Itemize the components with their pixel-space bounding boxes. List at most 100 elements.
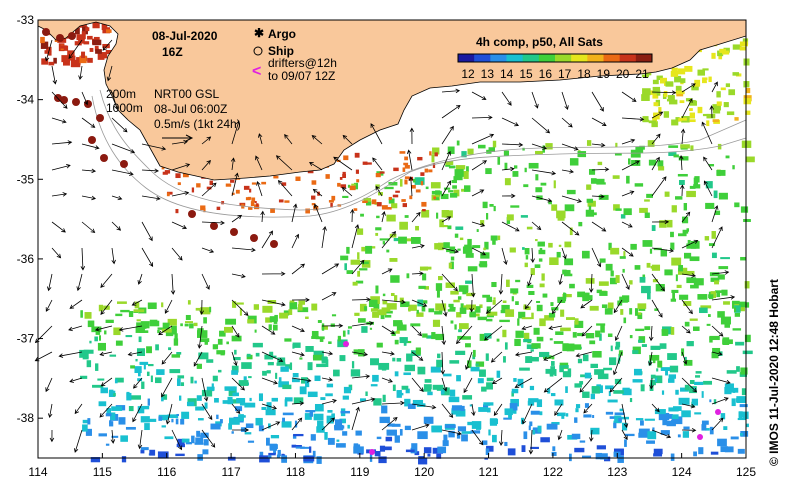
sst-pixel — [717, 438, 727, 447]
sst-pixel — [436, 212, 439, 219]
sst-pixel — [684, 65, 693, 72]
sst-pixel — [420, 172, 425, 176]
sst-pixel — [175, 208, 179, 214]
current-vector — [381, 299, 406, 305]
sst-pixel — [632, 379, 643, 383]
sst-pixel — [431, 426, 434, 431]
sst-pixel — [493, 297, 496, 300]
sst-pixel — [454, 233, 459, 238]
sst-pixel — [375, 227, 382, 231]
sst-pixel — [317, 420, 324, 428]
sst-pixel — [493, 205, 496, 212]
sst-pixel — [158, 416, 163, 421]
sst-pixel — [586, 140, 592, 146]
sst-pixel — [342, 330, 346, 337]
sst-pixel — [428, 169, 433, 173]
sst-pixel — [675, 274, 678, 282]
current-vector — [679, 155, 684, 171]
current-vector — [69, 377, 83, 383]
sst-pixel — [415, 225, 419, 231]
current-vector — [201, 247, 215, 254]
sst-pixel — [137, 406, 145, 414]
sst-pixel — [614, 378, 622, 385]
sst-pixel — [307, 391, 318, 398]
sst-pixel — [486, 382, 493, 390]
sst-pixel — [680, 387, 689, 392]
sst-pixel — [467, 238, 472, 247]
sst-pixel — [735, 341, 745, 346]
sst-pixel — [451, 179, 457, 184]
sst-pixel — [648, 120, 657, 124]
sst-pixel — [334, 425, 345, 429]
drifter-position — [72, 98, 80, 106]
current-vector — [127, 351, 143, 357]
sst-pixel — [720, 316, 731, 325]
sst-pixel — [435, 303, 447, 311]
current-vector — [170, 273, 176, 295]
sst-pixel — [219, 419, 223, 424]
sst-pixel — [92, 384, 102, 388]
sst-pixel — [376, 215, 380, 219]
current-vector — [74, 403, 83, 415]
sst-pixel — [362, 200, 368, 204]
sst-pixel — [82, 424, 88, 432]
sst-pixel — [376, 202, 382, 207]
sst-pixel — [339, 418, 346, 424]
sst-pixel — [613, 422, 617, 429]
sst-pixel — [538, 258, 543, 262]
current-vector — [81, 117, 96, 128]
current-vector — [484, 325, 503, 341]
sst-pixel — [423, 416, 434, 424]
current-vector — [589, 273, 594, 293]
current-vector — [321, 263, 340, 275]
current-vector — [100, 299, 113, 315]
sst-pixel — [204, 339, 208, 345]
current-vector — [591, 117, 607, 127]
sst-pixel — [311, 330, 319, 339]
current-vector — [561, 91, 569, 111]
sst-pixel — [482, 201, 488, 209]
current-vector — [49, 429, 55, 443]
sst-pixel — [171, 325, 177, 334]
sst-pixel — [113, 327, 121, 336]
sst-pixel — [675, 389, 679, 395]
sst-pixel — [157, 330, 160, 334]
sst-pixel — [312, 450, 316, 458]
sst-pixel — [276, 454, 281, 459]
sst-pixel — [316, 426, 325, 433]
sst-pixel — [713, 399, 717, 405]
x-tick-label: 116 — [157, 465, 176, 479]
current-vector — [501, 247, 508, 265]
sst-pixel — [669, 365, 679, 373]
current-vector — [711, 397, 729, 405]
sst-pixel — [279, 312, 289, 319]
sst-pixel — [437, 353, 441, 359]
sst-pixel — [477, 316, 487, 321]
sst-pixel — [305, 208, 310, 214]
sst-pixel — [463, 171, 469, 179]
sst-pixel — [450, 290, 459, 295]
sst-pixel — [646, 440, 655, 444]
sst-pixel — [349, 185, 356, 191]
sst-pixel — [76, 34, 85, 41]
y-tick-label: -33 — [17, 13, 35, 27]
sst-pixel — [370, 358, 379, 366]
sst-pixel — [365, 201, 372, 206]
current-vector — [621, 221, 633, 228]
argo-float — [697, 434, 703, 440]
sst-pixel — [325, 359, 329, 367]
sst-pixel — [590, 363, 599, 369]
sst-pixel — [517, 318, 520, 326]
sst-pixel — [553, 341, 564, 344]
sst-pixel — [392, 357, 396, 362]
sst-pixel — [239, 402, 251, 406]
sst-pixel — [667, 414, 673, 419]
sst-pixel — [221, 201, 225, 205]
sst-pixel — [86, 360, 92, 368]
current-vector — [441, 273, 458, 292]
sst-pixel — [450, 320, 454, 324]
sst-pixel — [532, 428, 542, 434]
sst-pixel — [376, 436, 382, 440]
sst-pixel — [720, 87, 726, 91]
sst-pixel — [558, 244, 562, 247]
